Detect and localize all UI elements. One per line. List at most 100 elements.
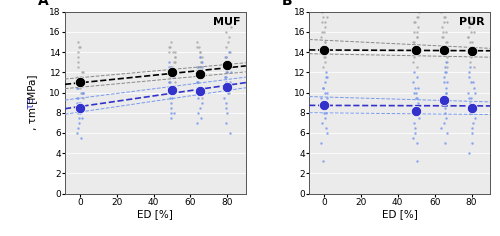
Point (414, 86, 422, 89)
Point (198, 101, 206, 105)
Point (222, 45, 230, 49)
Point (166, 111, 174, 115)
Point (318, 141, 326, 145)
Point (78, 91, 86, 94)
Point (412, 48, 420, 52)
Point (198, 60, 205, 64)
Point (74, 86, 82, 89)
Point (193, 86, 201, 89)
Point (410, 60, 418, 64)
Point (224, 60, 232, 64)
Point (73, 101, 81, 105)
Point (168, 96, 176, 100)
Point (414, 101, 422, 105)
Point (169, 76, 177, 79)
Point (414, 10, 422, 14)
Point (440, 45, 448, 49)
Point (72, 76, 80, 79)
Point (466, 111, 474, 115)
Point (78, 116, 86, 120)
Point (167, 71, 175, 74)
Point (470, 20, 478, 24)
Point (442, 40, 450, 44)
Point (439, 35, 447, 39)
Point (468, 126, 476, 130)
Point (319, 86, 327, 89)
Point (170, 71, 178, 74)
Text: MUF: MUF (213, 17, 240, 27)
Point (437, 10, 445, 14)
Point (440, 141, 448, 145)
Point (441, 65, 449, 69)
Point (317, 50, 325, 54)
Point (409, 80, 417, 84)
Point (196, 50, 203, 54)
Point (320, 106, 328, 110)
Point (76, 80, 84, 84)
Point (440, 121, 448, 125)
Point (464, 35, 472, 39)
Point (170, 86, 178, 89)
Point (78, 91, 86, 94)
Point (321, 25, 329, 29)
Point (226, 80, 234, 84)
Point (412, 35, 420, 39)
Point (468, 45, 475, 49)
Point (410, 55, 418, 59)
Point (198, 65, 205, 69)
Point (321, 91, 329, 94)
Point (224, 35, 232, 39)
Point (464, 91, 472, 94)
Point (466, 20, 473, 24)
Point (410, 91, 418, 94)
Point (224, 40, 232, 44)
Point (170, 76, 177, 79)
Point (193, 40, 201, 44)
Point (319, 15, 327, 19)
Point (78, 80, 86, 84)
Point (76, 136, 84, 140)
Point (196, 106, 204, 110)
Point (198, 71, 206, 74)
Point (409, 40, 417, 44)
Point (413, 65, 421, 69)
Point (322, 50, 330, 54)
Point (197, 60, 205, 64)
Point (166, 101, 174, 105)
Point (442, 80, 450, 84)
Point (198, 76, 206, 79)
Point (223, 71, 231, 74)
Point (195, 91, 203, 94)
Point (195, 45, 203, 49)
Point (319, 65, 327, 69)
Point (222, 80, 230, 84)
Point (322, 96, 330, 100)
Point (318, 101, 326, 105)
Point (436, 50, 444, 54)
Point (320, 30, 328, 34)
Point (466, 30, 474, 34)
Point (75, 101, 83, 105)
Point (170, 76, 178, 79)
Point (318, 30, 326, 34)
Point (76, 111, 84, 115)
Point (410, 86, 418, 89)
Point (318, 45, 326, 49)
Point (196, 71, 204, 74)
Point (224, 85, 232, 88)
Point (321, 60, 329, 64)
Point (465, 25, 473, 29)
Point (413, 106, 421, 110)
Point (470, 30, 478, 34)
Point (466, 55, 474, 59)
Point (196, 116, 204, 120)
Point (222, 76, 230, 79)
Point (194, 111, 202, 115)
Point (226, 86, 234, 89)
Point (413, 30, 421, 34)
Point (410, 20, 418, 24)
Point (167, 106, 175, 110)
Point (226, 65, 234, 69)
Point (170, 71, 177, 74)
Point (320, 111, 328, 115)
